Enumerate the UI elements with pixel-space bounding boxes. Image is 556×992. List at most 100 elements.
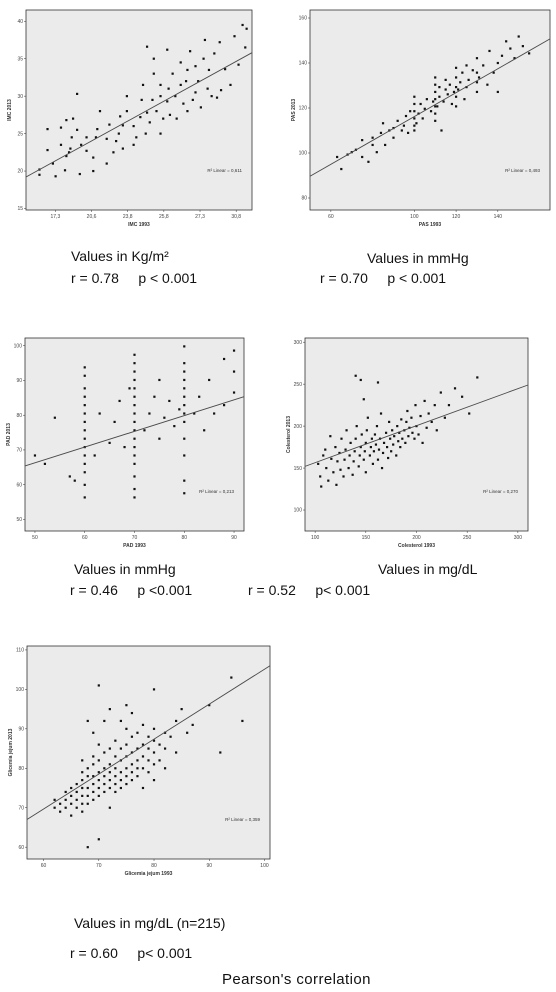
data-point — [125, 95, 128, 98]
data-point — [198, 395, 201, 398]
data-point — [237, 63, 240, 66]
data-point — [208, 704, 211, 707]
y-tick-label: 60 — [16, 482, 22, 488]
data-point — [119, 779, 122, 782]
data-point — [98, 110, 102, 113]
data-point — [75, 782, 78, 786]
data-point — [133, 429, 136, 432]
data-point — [97, 838, 100, 841]
data-point — [103, 767, 106, 770]
data-point — [158, 437, 161, 440]
data-point — [338, 451, 341, 455]
data-point — [93, 454, 96, 457]
data-point — [203, 38, 207, 42]
y-tick-label: 60 — [18, 845, 24, 851]
data-point — [92, 775, 95, 778]
data-point — [517, 35, 520, 38]
fit-line — [304, 384, 529, 467]
data-point — [233, 35, 236, 38]
data-point — [81, 794, 84, 797]
data-point — [432, 100, 435, 103]
data-point — [454, 105, 458, 108]
data-point — [434, 76, 437, 79]
data-point — [103, 775, 106, 778]
data-point — [401, 437, 404, 440]
data-point — [108, 763, 111, 766]
data-point — [64, 798, 67, 801]
caption-stat-colesterol: r = 0.52 p< 0.001 — [248, 582, 371, 598]
data-point — [414, 404, 417, 407]
data-point — [141, 723, 145, 726]
data-point — [386, 445, 389, 449]
data-point — [152, 779, 156, 782]
data-point — [389, 437, 392, 440]
data-point — [395, 454, 398, 457]
data-point — [133, 378, 136, 382]
data-point — [139, 116, 142, 119]
data-point — [384, 431, 388, 434]
data-point — [435, 429, 438, 432]
data-point — [222, 357, 226, 361]
data-point — [125, 743, 128, 746]
data-point — [376, 381, 380, 384]
data-point — [376, 458, 380, 461]
data-point — [63, 169, 67, 172]
data-point — [392, 443, 395, 446]
y-tick-label: 160 — [299, 16, 308, 22]
data-point — [133, 353, 136, 356]
data-point — [136, 759, 139, 762]
data-point — [405, 420, 408, 424]
data-point — [183, 412, 186, 415]
data-point — [132, 143, 135, 146]
data-point — [390, 450, 393, 453]
data-point — [132, 125, 135, 128]
data-point — [81, 802, 84, 805]
data-point — [59, 143, 63, 146]
data-point — [457, 88, 460, 91]
data-point — [75, 806, 78, 809]
data-point — [468, 412, 471, 415]
data-point — [182, 102, 185, 105]
data-point — [119, 786, 122, 790]
data-point — [108, 779, 111, 782]
data-point — [319, 475, 322, 478]
x-tick-label: 250 — [463, 535, 472, 541]
data-point — [375, 425, 379, 428]
data-point — [461, 71, 464, 74]
data-point — [153, 395, 156, 398]
data-point — [410, 416, 413, 419]
data-point — [505, 40, 508, 43]
data-point — [364, 441, 367, 444]
data-point — [183, 420, 186, 424]
data-point — [152, 57, 155, 60]
data-point — [413, 117, 416, 120]
data-point — [83, 412, 86, 415]
data-point — [465, 64, 468, 67]
data-point — [340, 437, 343, 440]
data-point — [80, 143, 83, 146]
x-tick-label: 60 — [328, 214, 334, 220]
data-point — [486, 83, 489, 86]
data-point — [171, 72, 174, 75]
data-point — [86, 786, 89, 790]
data-point — [178, 408, 181, 411]
data-point — [189, 50, 192, 53]
data-point — [358, 454, 361, 457]
data-point — [413, 129, 416, 132]
fit-line — [309, 38, 551, 177]
data-point — [51, 162, 54, 165]
data-point — [332, 471, 335, 474]
data-point — [97, 779, 100, 782]
data-point — [199, 106, 202, 109]
data-point — [158, 743, 161, 746]
y-tick-label: 35 — [17, 56, 23, 62]
data-point — [362, 398, 365, 401]
data-point — [183, 437, 186, 440]
data-point — [355, 425, 358, 428]
data-point — [38, 173, 41, 176]
panel-pas: R² Linear = 0,493 60 100 120 140 160 140 120 100… — [291, 9, 551, 228]
data-point — [119, 115, 122, 118]
data-point — [119, 771, 122, 774]
data-point — [133, 404, 136, 407]
